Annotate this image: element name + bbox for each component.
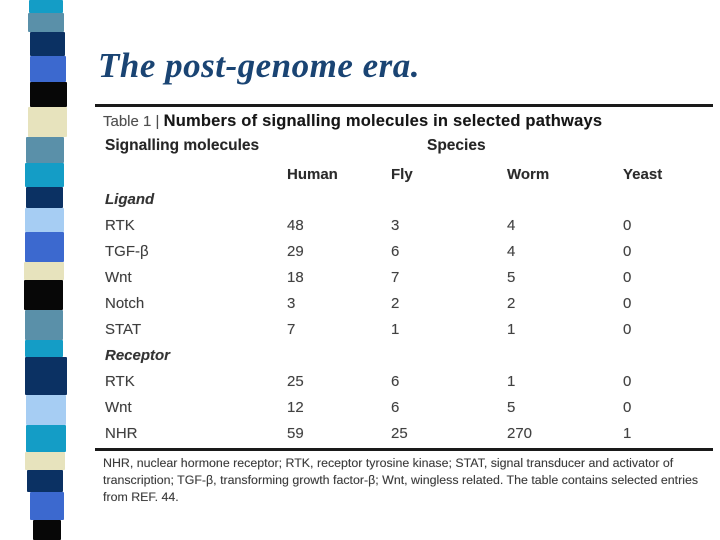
cell-value: 25 [391,424,408,442]
column-header-fly: Fly [391,165,413,183]
cell-value: 270 [507,424,533,442]
cell-value: 6 [391,242,400,260]
ribbon-segment-steelblue [25,310,63,340]
table-row: RTK 48 3 4 0 [95,212,715,238]
cell-value: 1 [623,424,632,442]
cell-value: 0 [623,398,632,416]
column-group-header: Signalling molecules Species [95,137,715,162]
cell-value: 2 [391,294,400,312]
cell-value: 2 [507,294,516,312]
row-label: STAT [105,320,142,338]
ribbon-segment-teal [29,0,63,13]
ribbon-segment-black [33,520,61,540]
table-row: NHR 59 25 270 1 [95,420,715,446]
cell-value: 0 [623,294,632,312]
row-label: RTK [105,372,135,390]
cell-value: 4 [507,216,516,234]
column-header-yeast: Yeast [623,165,663,183]
ribbon-segment-teal [26,425,66,452]
table-top-rule [95,104,713,107]
ribbon-segment-royal [25,232,64,262]
table-heading: Numbers of signalling molecules in selec… [163,112,603,130]
ribbon-segment-black [30,82,67,107]
ribbon-segment-royal [30,56,66,82]
table-row: Wnt 18 7 5 0 [95,264,715,290]
cell-value: 12 [287,398,304,416]
section-header: Receptor [105,346,171,364]
cell-value: 7 [391,268,400,286]
decorative-ribbon [24,0,74,540]
cell-value: 0 [623,372,632,390]
column-headers: Human Fly Worm Yeast [95,162,715,186]
section-header: Ligand [105,190,155,208]
ribbon-segment-steelblue [28,13,64,32]
table-figure: Table 1 | Numbers of signalling molecule… [95,104,715,506]
table-row: STAT 7 1 1 0 [95,316,715,342]
cell-value: 6 [391,372,400,390]
ribbon-segment-navy [26,187,63,208]
table-row: Wnt 12 6 5 0 [95,394,715,420]
cell-value: 6 [391,398,400,416]
species-header: Species [427,137,486,154]
cell-value: 5 [507,398,516,416]
cell-value: 48 [287,216,304,234]
cell-value: 1 [507,320,516,338]
cell-value: 0 [623,320,632,338]
cell-value: 1 [391,320,400,338]
cell-value: 0 [623,242,632,260]
table-body: Ligand RTK 48 3 4 0 TGF-β 29 6 4 0 Wnt 18 7 5 0 Notch 3 2 2… [95,186,715,446]
cell-value: 3 [287,294,296,312]
ribbon-segment-navy [27,470,63,492]
row-label: TGF-β [105,242,149,260]
table-number-label: Table 1 | [103,113,164,130]
cell-value: 1 [507,372,516,390]
cell-value: 29 [287,242,304,260]
row-label: Notch [105,294,145,312]
table-caption: Table 1 | Numbers of signalling molecule… [95,112,715,135]
ribbon-segment-cream [24,262,64,280]
ribbon-segment-cream [25,452,65,470]
cell-value: 25 [287,372,304,390]
table-row: RTK 25 6 1 0 [95,368,715,394]
cell-value: 59 [287,424,304,442]
ribbon-segment-teal [25,340,63,357]
cell-value: 18 [287,268,304,286]
ribbon-segment-black [24,280,63,310]
ribbon-segment-royal [30,492,64,520]
ribbon-segment-teal [25,163,64,187]
row-label: NHR [105,424,138,442]
ribbon-segment-steelblue [26,137,64,163]
row-label: RTK [105,216,135,234]
cell-value: 3 [391,216,400,234]
signalling-molecules-header: Signalling molecules [105,137,260,154]
cell-value: 7 [287,320,296,338]
cell-value: 0 [623,268,632,286]
ribbon-segment-navy [25,357,67,395]
row-label: Wnt [105,398,132,416]
ribbon-segment-lightblue [26,395,66,425]
cell-value: 0 [623,216,632,234]
ribbon-segment-lightblue [25,208,64,232]
slide-title: The post-genome era. [98,46,421,85]
table-row: TGF-β 29 6 4 0 [95,238,715,264]
cell-value: 5 [507,268,516,286]
column-header-worm: Worm [507,165,550,183]
cell-value: 4 [507,242,516,260]
table-row: Notch 3 2 2 0 [95,290,715,316]
table-bottom-rule [95,448,713,451]
column-header-human: Human [287,165,338,183]
ribbon-segment-navy [30,32,65,56]
table-footnote: NHR, nuclear hormone receptor; RTK, rece… [103,456,699,504]
row-label: Wnt [105,268,132,286]
ribbon-segment-cream [28,107,67,137]
